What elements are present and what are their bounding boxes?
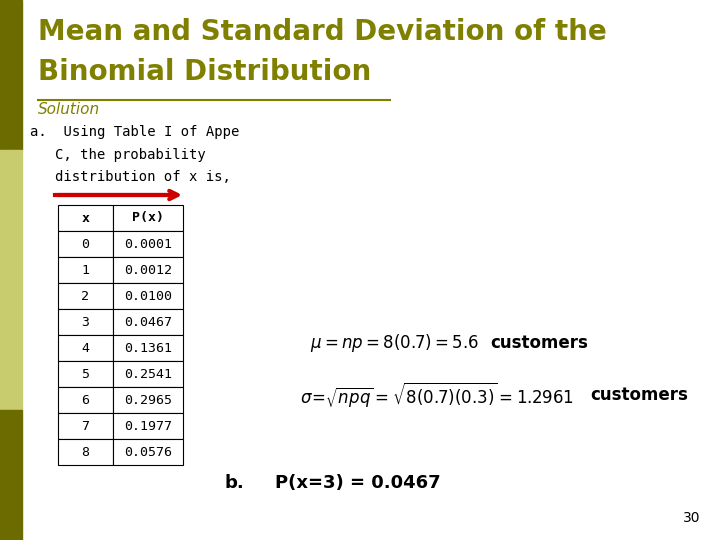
Bar — [113, 387, 183, 413]
Text: Solution: Solution — [38, 102, 100, 117]
Bar — [58, 231, 113, 257]
Bar — [58, 439, 113, 465]
Text: 3: 3 — [81, 315, 89, 328]
Bar — [0, 410, 22, 540]
Bar — [113, 361, 183, 387]
Text: 6: 6 — [81, 394, 89, 407]
Text: customers: customers — [490, 334, 588, 352]
Text: 0.2541: 0.2541 — [124, 368, 172, 381]
Text: Binomial Distribution: Binomial Distribution — [38, 58, 372, 86]
Bar — [58, 361, 113, 387]
Text: a.  Using Table I of Appe: a. Using Table I of Appe — [30, 125, 239, 139]
Bar — [113, 205, 183, 231]
Bar — [58, 335, 113, 361]
Text: 0.0012: 0.0012 — [124, 264, 172, 276]
Text: customers: customers — [590, 386, 688, 404]
Text: 8: 8 — [81, 446, 89, 458]
Text: 30: 30 — [683, 511, 700, 525]
Text: 7: 7 — [81, 420, 89, 433]
Bar — [113, 231, 183, 257]
Text: 0.2965: 0.2965 — [124, 394, 172, 407]
Text: 0.0001: 0.0001 — [124, 238, 172, 251]
Text: P(x=3) = 0.0467: P(x=3) = 0.0467 — [275, 474, 441, 492]
Bar — [58, 283, 113, 309]
Bar — [113, 257, 183, 283]
Bar — [113, 439, 183, 465]
Bar — [0, 150, 22, 410]
Bar — [58, 257, 113, 283]
Text: $\sigma\!=\!\sqrt{npq} = \sqrt{8(0.7)(0.3)} = 1.2961$: $\sigma\!=\!\sqrt{npq} = \sqrt{8(0.7)(0.… — [300, 381, 574, 409]
Text: C, the probability: C, the probability — [55, 148, 206, 162]
Bar — [113, 309, 183, 335]
Text: Mean and Standard Deviation of the: Mean and Standard Deviation of the — [38, 18, 607, 46]
Text: 4: 4 — [81, 341, 89, 354]
Bar — [0, 0, 22, 150]
Bar — [113, 283, 183, 309]
Text: 0: 0 — [81, 238, 89, 251]
Text: x: x — [81, 212, 89, 225]
Text: 0.0576: 0.0576 — [124, 446, 172, 458]
Text: b.: b. — [225, 474, 245, 492]
Text: 2: 2 — [81, 289, 89, 302]
Text: 0.0467: 0.0467 — [124, 315, 172, 328]
Text: 5: 5 — [81, 368, 89, 381]
Text: $\mu = np = 8(0.7) = 5.6$: $\mu = np = 8(0.7) = 5.6$ — [310, 332, 480, 354]
Bar — [113, 335, 183, 361]
Bar — [58, 205, 113, 231]
Text: 0.0100: 0.0100 — [124, 289, 172, 302]
Text: distribution of x is,: distribution of x is, — [55, 170, 231, 184]
Bar — [58, 413, 113, 439]
Bar — [113, 413, 183, 439]
Bar — [58, 387, 113, 413]
Text: 0.1977: 0.1977 — [124, 420, 172, 433]
Text: 1: 1 — [81, 264, 89, 276]
Bar — [58, 309, 113, 335]
Text: 0.1361: 0.1361 — [124, 341, 172, 354]
Text: P(x): P(x) — [132, 212, 164, 225]
